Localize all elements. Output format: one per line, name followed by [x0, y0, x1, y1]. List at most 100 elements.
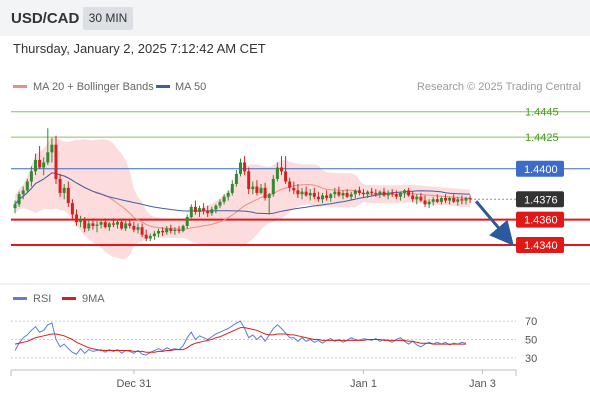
rsi-line [14, 320, 467, 356]
price-legend: MA 20 + Bollinger Bands MA 50 [13, 81, 206, 93]
candle [423, 195, 427, 207]
candle [177, 225, 181, 234]
candle [427, 199, 431, 209]
candle [70, 199, 74, 220]
candle [300, 187, 304, 200]
candle [435, 194, 439, 204]
level-badge-2 [516, 160, 564, 177]
candle [62, 184, 66, 200]
candle [247, 167, 251, 195]
candle [79, 215, 83, 228]
candle [66, 181, 70, 207]
last-price-badge [516, 191, 564, 208]
candle [21, 186, 25, 200]
candle [243, 156, 247, 176]
rsi-tick-70: 70 [525, 316, 537, 328]
candle [403, 189, 406, 198]
credit-text: Research © 2025 Trading Central [417, 81, 581, 93]
candle [456, 196, 460, 206]
candle [312, 187, 316, 200]
candle [226, 190, 230, 201]
candle [275, 162, 279, 182]
level-label-1: 1.4425 [525, 132, 559, 144]
legend-swatch-rsi [13, 297, 27, 300]
candle [46, 128, 50, 165]
candle [357, 186, 361, 196]
candle [345, 189, 349, 198]
candle [308, 189, 312, 201]
symbol-label: USD/CAD [11, 10, 80, 27]
candle [280, 156, 283, 176]
candle [263, 182, 267, 201]
candle [374, 189, 378, 197]
level-badge-3 [516, 211, 564, 228]
candle [13, 200, 17, 214]
candle [394, 190, 398, 200]
candle [444, 194, 447, 204]
candle [222, 194, 226, 205]
candle [329, 192, 333, 202]
candle [448, 196, 452, 205]
bollinger-bands [15, 136, 471, 260]
candle [321, 192, 324, 204]
candle [185, 214, 189, 229]
candle [316, 191, 320, 202]
candle [210, 206, 214, 216]
level-label-3: 1.4360 [524, 215, 558, 227]
candle [124, 220, 128, 231]
candlesticks [13, 128, 472, 242]
candle [189, 204, 193, 219]
candle [29, 166, 33, 187]
candle [42, 157, 46, 176]
candle [91, 218, 95, 230]
time-tick-label-0: Dec 31 [116, 378, 151, 390]
candle [99, 219, 103, 229]
candle [259, 184, 263, 195]
candle [333, 187, 337, 198]
bollinger-band-area [15, 136, 471, 260]
candle [407, 187, 411, 197]
candle [460, 195, 464, 205]
candle [398, 191, 402, 201]
candle [288, 177, 292, 192]
rsi-lines [14, 320, 467, 356]
time-tick-label-1: Jan 1 [350, 378, 377, 390]
level-badge-4 [516, 236, 564, 253]
candle [419, 192, 423, 202]
candle [144, 229, 148, 242]
candle [152, 231, 156, 240]
candle [239, 158, 242, 177]
candle [173, 227, 177, 235]
candle [58, 173, 62, 197]
candle [234, 170, 238, 187]
rsi-ma-line [14, 327, 466, 353]
candle [202, 203, 206, 215]
candle [353, 189, 357, 198]
candle [193, 200, 197, 215]
candle [206, 205, 210, 218]
candle [54, 135, 58, 185]
chart-toolbar: USD/CAD 30 MIN [0, 0, 590, 36]
legend-label-ma20: MA 20 + Bollinger Bands [33, 81, 154, 93]
level-labels: 1.4445 1.4425 1.4400 1.4360 1.4340 1.4376 [474, 107, 564, 253]
legend-swatch-9ma [62, 297, 76, 300]
candle [255, 180, 259, 196]
candle [198, 205, 201, 218]
candle [120, 219, 124, 230]
candle [296, 184, 300, 198]
candle [230, 180, 234, 196]
interval-button[interactable]: 30 MIN [83, 7, 133, 30]
candle [75, 209, 78, 226]
rsi-tick-30: 30 [525, 353, 537, 365]
candle [411, 191, 415, 202]
level-label-4: 1.4340 [524, 240, 558, 252]
moving-averages [14, 172, 471, 230]
legend-swatch-ma50 [156, 85, 170, 88]
candle [382, 187, 386, 197]
candle [464, 196, 468, 205]
candle [439, 196, 443, 205]
rsi-grid: 70 50 30 [11, 316, 537, 365]
candle [116, 219, 119, 229]
candle [366, 190, 370, 198]
candle [337, 186, 341, 197]
